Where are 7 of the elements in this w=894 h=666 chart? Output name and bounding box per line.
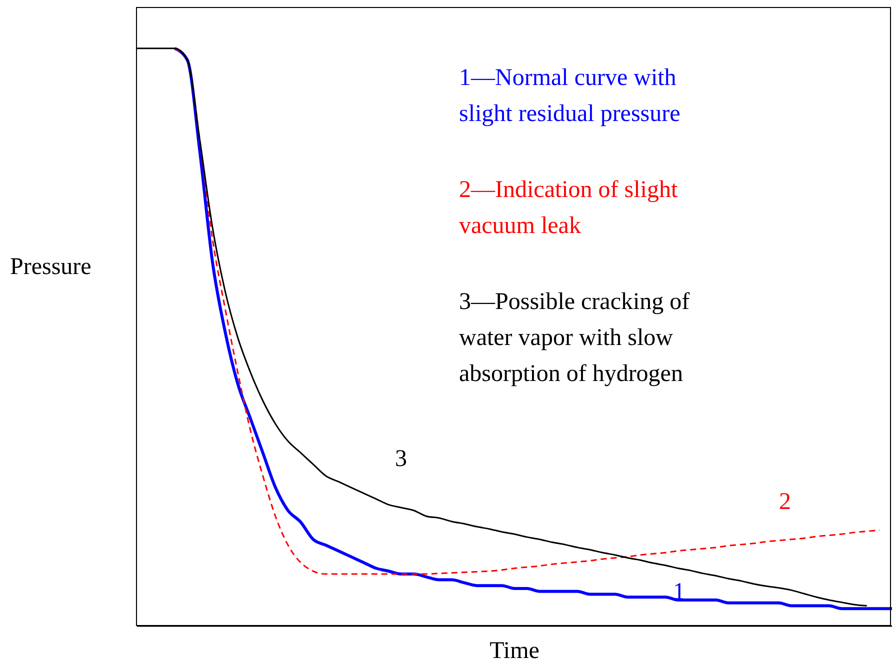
text: 2—Indication of slight vacuum leak bbox=[459, 176, 679, 241]
y-axis-title: Pressure bbox=[10, 254, 92, 281]
text: 3—Possible cracking of water vapor with slow absorption of hydrogen bbox=[459, 288, 691, 389]
annotation: 2 bbox=[779, 489, 791, 516]
text: 1—Normal curve with slight residual pressure bbox=[459, 64, 682, 129]
x-axis-title: Time bbox=[488, 638, 540, 665]
annotation: 3 bbox=[395, 446, 407, 473]
